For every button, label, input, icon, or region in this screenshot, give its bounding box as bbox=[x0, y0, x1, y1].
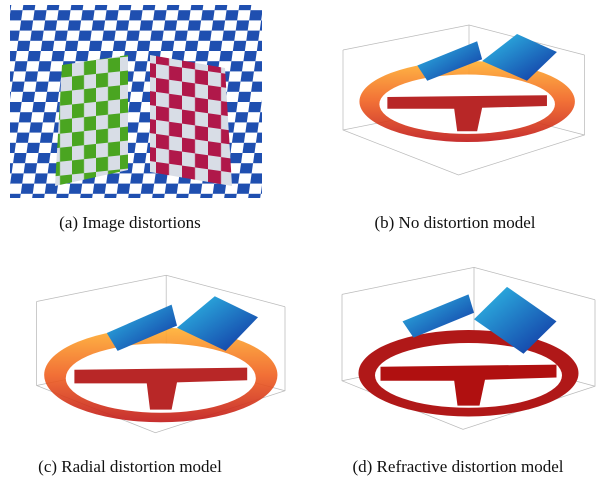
caption: (a) Image distortions bbox=[59, 213, 201, 232]
panel-d bbox=[342, 267, 595, 429]
panel-c bbox=[37, 275, 285, 433]
caption: (b) No distortion model bbox=[374, 213, 535, 232]
panel-b bbox=[343, 25, 585, 175]
caption: (c) Radial distortion model bbox=[38, 457, 222, 476]
figure: (a) Image distortions (b) No distortion … bbox=[0, 0, 612, 487]
panel-a bbox=[10, 5, 262, 198]
caption: (d) Refractive distortion model bbox=[352, 457, 563, 476]
